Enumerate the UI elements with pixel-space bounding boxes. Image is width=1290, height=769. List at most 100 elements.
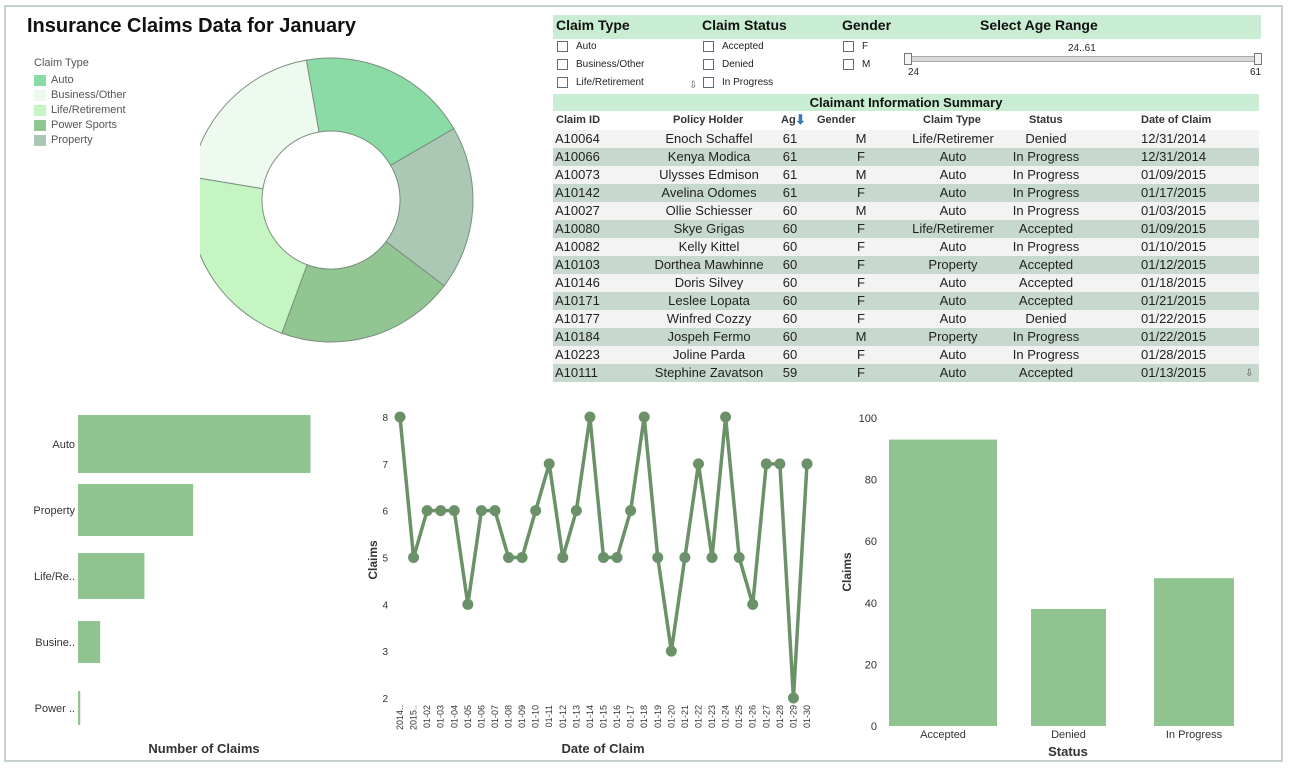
line-x-tick: 01-25 — [734, 705, 744, 728]
line-point[interactable] — [408, 552, 420, 563]
line-point[interactable] — [720, 411, 732, 423]
hbar-category-label: Power .. — [35, 703, 75, 715]
col-gender[interactable]: Gender — [817, 114, 856, 126]
checkbox-box[interactable] — [703, 41, 714, 52]
table-scroll-down-icon[interactable]: ⇩ — [1245, 368, 1254, 379]
pie-legend-item[interactable]: Auto — [34, 74, 74, 88]
table-row[interactable]: A10111 Stephine Zavatson 59 F Auto Accepted 01… — [553, 364, 1259, 382]
col-policy-holder[interactable]: Policy Holder — [673, 114, 744, 126]
hbar-1[interactable] — [78, 484, 194, 536]
table-row[interactable]: A10064 Enoch Schaffel 61 M Life/Retiremer Den… — [553, 130, 1259, 148]
table-row[interactable]: A10066 Kenya Modica 61 F Auto In Progress 12/3… — [553, 148, 1259, 166]
col-status[interactable]: Status — [1029, 114, 1063, 126]
line-point[interactable] — [787, 692, 799, 704]
status-bar-denied[interactable] — [1031, 608, 1106, 726]
table-row[interactable]: A10142 Avelina Odomes 61 F Auto In Progress 01… — [553, 184, 1259, 202]
checkbox-box[interactable] — [843, 59, 854, 70]
age-range-slider-track[interactable] — [908, 56, 1258, 62]
scroll-down-icon[interactable]: ⇩ — [689, 80, 698, 91]
pie-slice-business-other[interactable] — [200, 59, 320, 190]
table-cell: 01/22/2015 — [1141, 311, 1207, 326]
checkbox-box[interactable] — [557, 59, 568, 70]
sort-down-icon[interactable]: ⬇ — [795, 112, 806, 127]
line-point[interactable] — [747, 598, 759, 610]
table-row[interactable]: A10103 Dorthea Mawhinne 60 F Property Accepte… — [553, 256, 1259, 274]
line-point[interactable] — [679, 552, 691, 563]
line-point[interactable] — [489, 505, 501, 517]
checkbox-status-accepted[interactable]: Accepted — [703, 41, 764, 55]
table-row[interactable]: A10080 Skye Grigas 60 F Life/Retiremer Accept… — [553, 220, 1259, 238]
line-point[interactable] — [503, 552, 515, 563]
hbar-0[interactable] — [78, 415, 311, 473]
table-row[interactable]: A10073 Ulysses Edmison 61 M Auto In Progress 0… — [553, 166, 1259, 184]
col-date-of-claim[interactable]: Date of Claim — [1141, 114, 1212, 126]
status-bar-in-progress[interactable] — [1154, 578, 1234, 726]
line-point[interactable] — [706, 552, 718, 563]
line-point[interactable] — [801, 458, 813, 470]
status-bar-accepted[interactable] — [889, 439, 997, 726]
table-row[interactable]: A10027 Ollie Schiesser 60 M Auto In Progress 0… — [553, 202, 1259, 220]
line-point[interactable] — [733, 552, 745, 563]
table-cell: 60 — [782, 257, 798, 272]
pie-legend-item[interactable]: Life/Retirement — [34, 104, 126, 118]
line-point[interactable] — [665, 645, 677, 657]
pie-slice-auto[interactable] — [305, 57, 455, 167]
table-row[interactable]: A10223 Joline Parda 60 F Auto In Progress 01/2… — [553, 346, 1259, 364]
checkbox-box[interactable] — [557, 77, 568, 88]
pie-legend-item[interactable]: Power Sports — [34, 119, 117, 133]
line-point[interactable] — [516, 552, 528, 563]
table-row[interactable]: A10184 Jospeh Fermo 60 M Property In Progress… — [553, 328, 1259, 346]
line-point[interactable] — [543, 458, 555, 470]
pie-slice-property[interactable] — [385, 127, 474, 287]
line-point[interactable] — [774, 458, 786, 470]
line-point[interactable] — [760, 458, 772, 470]
checkbox-box[interactable] — [703, 59, 714, 70]
col-age[interactable]: Ag — [781, 114, 796, 126]
line-point[interactable] — [611, 552, 623, 563]
age-max-handle[interactable] — [1254, 53, 1262, 65]
line-point[interactable] — [652, 552, 664, 563]
table-row[interactable]: A10171 Leslee Lopata 60 F Auto Accepted 01/21/… — [553, 292, 1259, 310]
hbar-3[interactable] — [78, 621, 101, 663]
checkbox-gender-m[interactable]: M — [843, 59, 870, 73]
checkbox-gender-f[interactable]: F — [843, 41, 868, 55]
line-x-tick: 01-11 — [544, 705, 554, 727]
line-point[interactable] — [475, 505, 487, 517]
line-point[interactable] — [394, 411, 406, 423]
line-point[interactable] — [435, 505, 447, 517]
line-point[interactable] — [598, 552, 609, 563]
checkbox-claim-type-auto[interactable]: Auto — [557, 41, 597, 55]
checkbox-claim-type-business[interactable]: Business/Other — [557, 59, 644, 73]
pie-legend-item[interactable]: Business/Other — [34, 89, 126, 103]
checkbox-status-denied[interactable]: Denied — [703, 59, 754, 73]
page-title: Insurance Claims Data for January — [27, 15, 357, 37]
pie-slice-power-sports[interactable] — [281, 240, 445, 343]
pie-legend-item[interactable]: Property — [34, 134, 93, 148]
line-point[interactable] — [462, 598, 474, 610]
hbar-4[interactable] — [78, 691, 81, 725]
status-y-tick: 0 — [871, 721, 877, 733]
table-row[interactable]: A10177 Winfred Cozzy 60 F Auto Denied 01/22/20… — [553, 310, 1259, 328]
line-point[interactable] — [625, 505, 637, 517]
hbar-2[interactable] — [78, 553, 145, 599]
table-row[interactable]: A10146 Doris Silvey 60 F Auto Accepted 01/18/2… — [553, 274, 1259, 292]
line-point[interactable] — [421, 505, 433, 517]
pie-slice-life-retirement[interactable] — [200, 177, 308, 334]
col-claim-type[interactable]: Claim Type — [923, 114, 981, 126]
age-min-handle[interactable] — [904, 53, 912, 65]
table-row[interactable]: A10082 Kelly Kittel 60 F Auto In Progress 01/1… — [553, 238, 1259, 256]
checkbox-box[interactable] — [703, 77, 714, 88]
col-claim-id[interactable]: Claim ID — [556, 114, 601, 126]
line-point[interactable] — [692, 458, 704, 470]
line-point[interactable] — [584, 411, 596, 423]
table-cell: Jospeh Fermo — [667, 329, 751, 344]
checkbox-claim-type-life[interactable]: Life/Retirement — [557, 77, 644, 91]
checkbox-box[interactable] — [843, 41, 854, 52]
line-point[interactable] — [557, 552, 569, 563]
line-point[interactable] — [638, 411, 650, 423]
line-point[interactable] — [448, 505, 460, 517]
checkbox-status-in-progress[interactable]: In Progress — [703, 77, 773, 91]
checkbox-box[interactable] — [557, 41, 568, 52]
line-point[interactable] — [570, 505, 582, 517]
line-point[interactable] — [530, 505, 542, 517]
